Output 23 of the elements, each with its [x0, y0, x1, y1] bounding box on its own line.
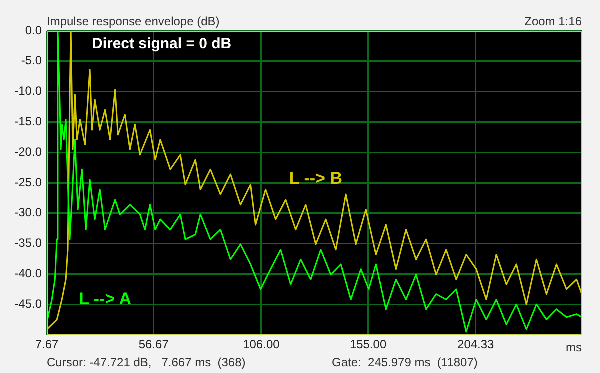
- x-tick-label: 7.67: [35, 338, 59, 352]
- y-tick-label: 0.0: [25, 23, 42, 38]
- series-label: L --> B: [289, 169, 342, 188]
- y-axis-title: Impulse response envelope (dB): [47, 14, 220, 28]
- y-tick-label: -30.0: [14, 206, 42, 220]
- text: Gate: 245.979 ms (11807): [332, 355, 478, 370]
- series-label: L --> A: [79, 290, 132, 309]
- y-tick-label: -20.0: [14, 144, 42, 159]
- x-tick-label: 56.67: [138, 338, 170, 352]
- y-tick-label: -40.0: [14, 266, 42, 281]
- x-tick-label: 204.33: [458, 338, 495, 352]
- y-tick-label: -5.0: [21, 54, 42, 68]
- x-tick-label: 155.00: [350, 338, 387, 352]
- text: Cursor: -47.721 dB, 7.667 ms (368): [47, 355, 246, 370]
- text: Zoom 1:16: [524, 14, 582, 28]
- y-tick-label: -15.0: [14, 114, 42, 129]
- y-tick-label: -45.0: [14, 296, 42, 311]
- x-axis-title: ms: [566, 340, 582, 354]
- y-tick-label: -10.0: [14, 84, 42, 98]
- y-tick-label: -25.0: [14, 175, 42, 190]
- annotation: Direct signal = 0 dB: [92, 36, 232, 53]
- y-tick-label: -35.0: [14, 236, 42, 250]
- x-tick-label: 106.00: [243, 338, 280, 352]
